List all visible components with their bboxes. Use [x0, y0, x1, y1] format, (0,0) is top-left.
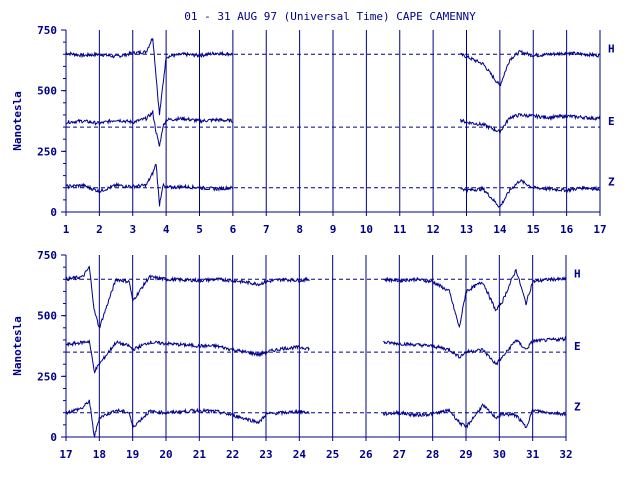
top-x-tick-label: 1 [63, 223, 70, 236]
top-y-tick-label: 0 [50, 206, 57, 219]
top-x-tick-label: 17 [593, 223, 606, 236]
bottom-series-h-label: H [574, 267, 581, 280]
top-x-tick-label: 3 [129, 223, 136, 236]
bottom-x-tick-label: 22 [226, 448, 239, 461]
bottom-series-h-line [65, 265, 567, 329]
bottom-y-tick-label: 750 [37, 249, 57, 262]
bottom-x-tick-label: 27 [393, 448, 406, 461]
top-x-tick-label: 10 [360, 223, 373, 236]
top-y-tick-label: 250 [37, 145, 57, 158]
top-series-h-label: H [608, 42, 615, 55]
top-x-tick-label: 9 [330, 223, 337, 236]
top-y-tick-label: 500 [37, 85, 57, 98]
top-x-tick-label: 16 [560, 223, 574, 236]
top-y-tick-label: 750 [37, 24, 57, 37]
bottom-x-tick-label: 21 [193, 448, 207, 461]
bottom-y-tick-label: 0 [50, 431, 57, 444]
chart-title: 01 - 31 AUG 97 (Universal Time) CAPE CAM… [184, 10, 476, 23]
top-series-e-line [65, 109, 601, 147]
bottom-y-tick-label: 250 [37, 370, 57, 383]
top-x-tick-label: 15 [527, 223, 540, 236]
top-y-axis-label: Nanotesla [11, 91, 24, 151]
bottom-y-axis-label: Nanotesla [11, 316, 24, 376]
top-x-tick-label: 4 [163, 223, 170, 236]
top-series-z-label: Z [608, 176, 615, 189]
top-x-tick-label: 12 [427, 223, 440, 236]
bottom-x-tick-label: 23 [259, 448, 272, 461]
top-x-tick-label: 13 [460, 223, 473, 236]
top-x-tick-label: 14 [493, 223, 507, 236]
top-x-tick-label: 11 [393, 223, 407, 236]
bottom-series-e-line [66, 335, 567, 374]
bottom-x-tick-label: 28 [426, 448, 439, 461]
bottom-y-tick-label: 500 [37, 310, 57, 323]
bottom-series-z-line [65, 399, 567, 439]
top-x-tick-label: 6 [230, 223, 237, 236]
top-panel: 1 2 3 4 5 6 7 8 9 10 11 12 13 14 15 16 170250500750Nanot… [11, 24, 615, 236]
top-series-z-line [65, 164, 601, 208]
top-series-e-label: E [608, 115, 615, 128]
bottom-x-tick-label: 17 [59, 448, 72, 461]
bottom-x-tick-label: 26 [359, 448, 373, 461]
bottom-x-tick-label: 19 [126, 448, 139, 461]
bottom-x-tick-label: 25 [326, 448, 339, 461]
top-x-tick-label: 7 [263, 223, 270, 236]
bottom-x-tick-label: 31 [526, 448, 540, 461]
bottom-panel: 17 18 19 20 21 22 23 24 25 26 27 28 29 30 31 32 0 250 500 7… [11, 249, 581, 461]
top-x-tick-label: 8 [296, 223, 303, 236]
top-series-h-line [65, 38, 601, 116]
top-x-tick-label: 2 [96, 223, 103, 236]
bottom-series-e-label: E [574, 340, 581, 353]
bottom-x-tick-label: 30 [493, 448, 506, 461]
bottom-x-tick-label: 24 [293, 448, 307, 461]
bottom-x-tick-label: 18 [93, 448, 106, 461]
top-x-tick-label: 5 [196, 223, 203, 236]
bottom-x-tick-label: 32 [559, 448, 572, 461]
bottom-series-z-label: Z [574, 401, 581, 414]
bottom-x-tick-label: 29 [459, 448, 472, 461]
bottom-x-tick-label: 20 [159, 448, 172, 461]
